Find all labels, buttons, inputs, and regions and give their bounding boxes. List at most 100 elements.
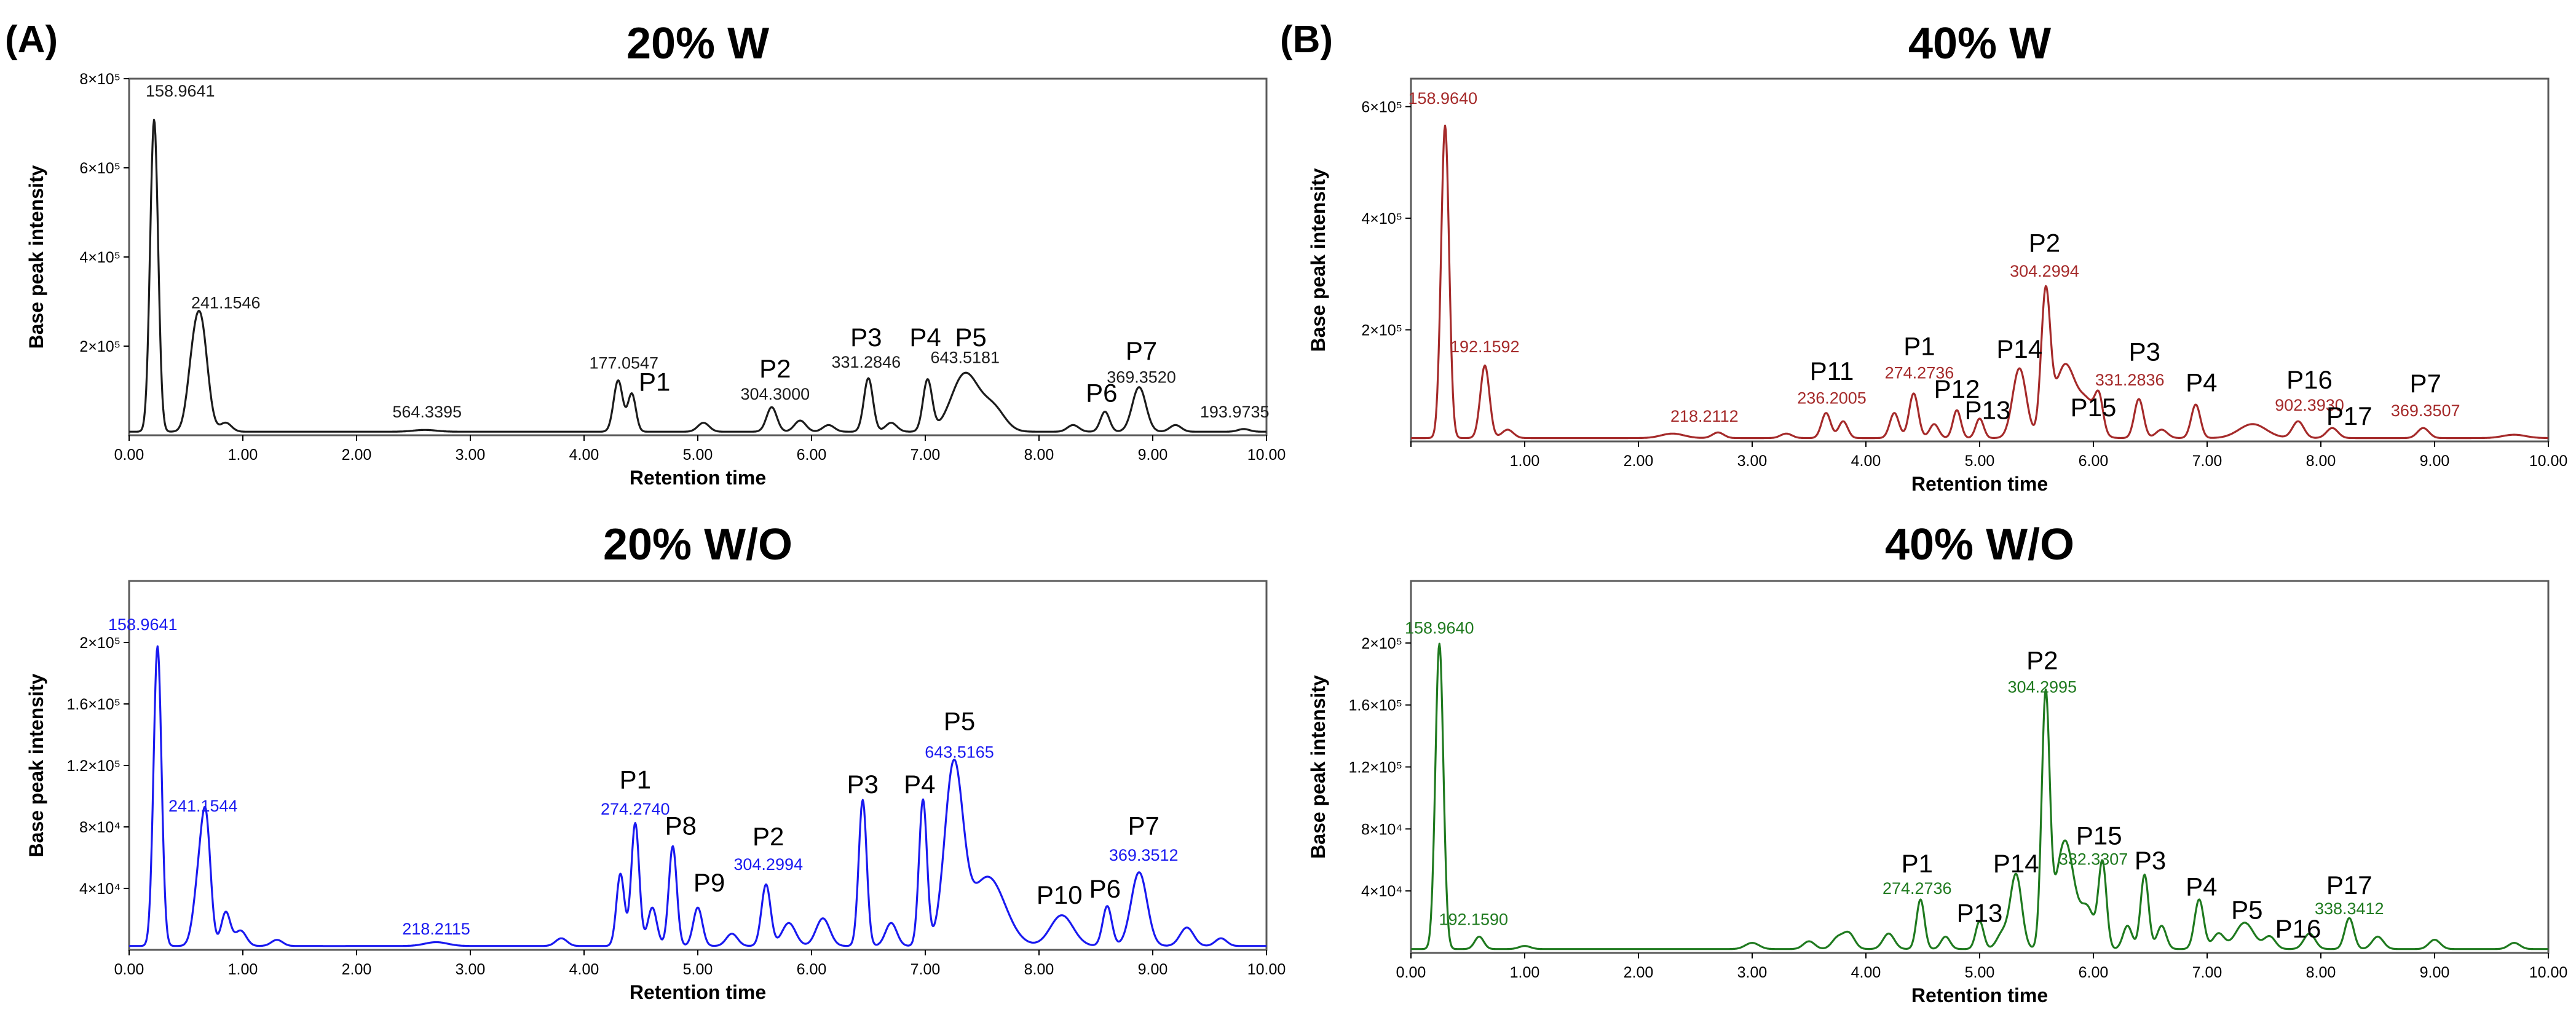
chromatogram-trace (129, 645, 1266, 947)
y-tick-label: 4×10⁴ (79, 880, 121, 898)
y-tick-label: 8×10⁴ (79, 819, 121, 836)
peak-name-label: P2 (753, 822, 784, 851)
peak-mass-label: 192.1590 (1439, 911, 1508, 929)
y-tick-label: 1.2×10⁵ (1348, 759, 1402, 776)
chart-40-wo: 40% W/O 0.00 1.00 2.00 3.00 4.00 5.00 6.00 7.00 8… (1307, 520, 2567, 1006)
peak-name-label: P16 (2286, 365, 2333, 394)
y-axis-label: Base peak intensity (1307, 675, 1329, 859)
peak-mass-label: 274.2736 (1885, 363, 1954, 382)
peak-name-label: P1 (1902, 849, 1933, 878)
peak-mass-label: 643.5181 (930, 349, 1000, 367)
peak-mass-label: 241.1544 (168, 797, 238, 815)
chart-20-w: 20% W 0.00 1.00 2.00 3.00 4.00 5.00 6.00 7.00 8.0… (25, 19, 1286, 489)
chromatogram-trace (1411, 124, 2548, 440)
x-tick-label: 0.00 (114, 446, 144, 464)
x-tick-label: 7.00 (2192, 452, 2222, 470)
peak-name-label: P4 (2186, 368, 2217, 397)
peak-mass-label: 241.1546 (191, 293, 261, 312)
x-tick-label: 4.00 (569, 446, 599, 464)
peak-name-label: P2 (2029, 228, 2060, 257)
chart-40-w: 40% W 1.00 2.00 3.00 4.00 5.00 6.00 7.00 8.00 9.0… (1307, 19, 2567, 495)
x-tick-label: 10.00 (1247, 446, 1286, 464)
peak-name-label: P7 (1128, 812, 1160, 840)
peak-mass-label: 158.9640 (1405, 619, 1474, 638)
y-tick-label: 4×10⁵ (79, 249, 121, 266)
peak-mass-label: 304.2994 (2010, 262, 2079, 280)
peak-mass-label: 274.2740 (601, 800, 670, 818)
peak-mass-label: 332.3307 (2059, 850, 2128, 868)
chart-title: 40% W (1908, 19, 2051, 68)
x-tick-label: 6.00 (797, 961, 827, 978)
peak-name-label: P3 (850, 323, 882, 352)
x-tick-label: 10.00 (1247, 961, 1286, 978)
peak-name-label: P3 (847, 770, 879, 799)
peak-name-label: P13 (1957, 899, 2003, 928)
peak-name-label: P7 (2410, 369, 2441, 398)
peak-name-label: P5 (2231, 896, 2262, 925)
y-tick-label: 8×10⁴ (1361, 821, 1402, 838)
y-tick-label: 2×10⁵ (1361, 322, 1402, 339)
x-tick-label: 7.00 (2192, 964, 2222, 981)
peak-mass-label: 338.3412 (2315, 899, 2384, 918)
peak-name-label: P2 (2026, 646, 2058, 675)
peak-mass-label: 902.3930 (2275, 396, 2344, 414)
x-tick-label: 5.00 (683, 446, 713, 464)
peak-name-label: P4 (2186, 872, 2217, 901)
x-tick-label: 8.00 (1024, 446, 1054, 464)
x-tick-label: 9.00 (2420, 452, 2450, 470)
peak-name-label: P4 (904, 770, 935, 799)
panel-a-label: (A) (5, 18, 58, 61)
x-tick-label: 3.00 (1737, 964, 1768, 981)
chart-title: 20% W/O (603, 520, 792, 569)
peak-name-label: P5 (955, 323, 986, 352)
x-tick-label: 3.00 (456, 446, 486, 464)
y-tick-label: 2×10⁵ (1361, 635, 1402, 652)
peak-mass-label: 564.3395 (392, 403, 462, 421)
peak-mass-label: 304.2994 (733, 855, 803, 874)
x-tick-label: 4.00 (1851, 452, 1881, 470)
x-tick-label: 2.00 (342, 961, 372, 978)
chart-title: 20% W (626, 19, 769, 68)
plot-frame (1410, 77, 2550, 443)
x-tick-label: 2.00 (1624, 964, 1654, 981)
x-tick-label: 5.00 (683, 961, 713, 978)
peak-name-label: P15 (2071, 393, 2117, 422)
chromatogram-trace (129, 119, 1266, 433)
x-tick-label: 8.00 (2306, 452, 2336, 470)
peak-name-label: P10 (1037, 880, 1083, 909)
peak-name-label: P2 (759, 354, 791, 383)
chart-20-wo: 20% W/O 0.00 1.00 2.00 3.00 4.00 5.00 6.00 7.00 8… (25, 520, 1286, 1003)
peak-mass-label: 369.3512 (1109, 846, 1179, 864)
x-tick-label: 6.00 (797, 446, 827, 464)
peak-mass-label: 643.5165 (925, 743, 994, 762)
x-tick-label: 0.00 (114, 961, 144, 978)
peak-mass-label: 331.2846 (831, 353, 901, 371)
peak-name-label: P9 (693, 868, 725, 897)
plot-frame (1410, 580, 2550, 954)
peak-mass-label: 158.9640 (1408, 89, 1477, 108)
x-tick-label: 1.00 (228, 961, 258, 978)
x-tick-label: 9.00 (1138, 446, 1168, 464)
peak-mass-label: 158.9641 (108, 615, 178, 634)
x-tick-label: 4.00 (569, 961, 599, 978)
peak-name-label: P17 (2326, 871, 2373, 899)
x-tick-label: 1.00 (1510, 964, 1540, 981)
x-tick-label: 5.00 (1965, 964, 1995, 981)
peak-name-label: P11 (1810, 357, 1854, 385)
x-tick-label: 8.00 (2306, 964, 2336, 981)
peak-mass-label: 274.2736 (1883, 879, 1952, 898)
y-tick-label: 4×10⁴ (1361, 883, 1402, 900)
peak-name-label: P1 (620, 765, 651, 794)
peak-mass-label: 369.3520 (1107, 368, 1176, 386)
y-tick-label: 4×10⁵ (1361, 210, 1402, 227)
peak-mass-label: 304.3000 (740, 385, 810, 403)
y-tick-label: 1.2×10⁵ (66, 757, 121, 775)
peak-name-label: P13 (1965, 396, 2011, 425)
peak-mass-label: 369.3507 (2391, 401, 2460, 420)
peak-name-label: P7 (1126, 336, 1157, 365)
peak-name-label: P3 (2129, 337, 2160, 366)
peak-name-label: P12 (1934, 374, 1980, 403)
peak-mass-label: 192.1592 (1450, 338, 1520, 356)
peak-mass-label: 331.2836 (2095, 371, 2165, 389)
chromatogram-trace (1411, 642, 2548, 950)
